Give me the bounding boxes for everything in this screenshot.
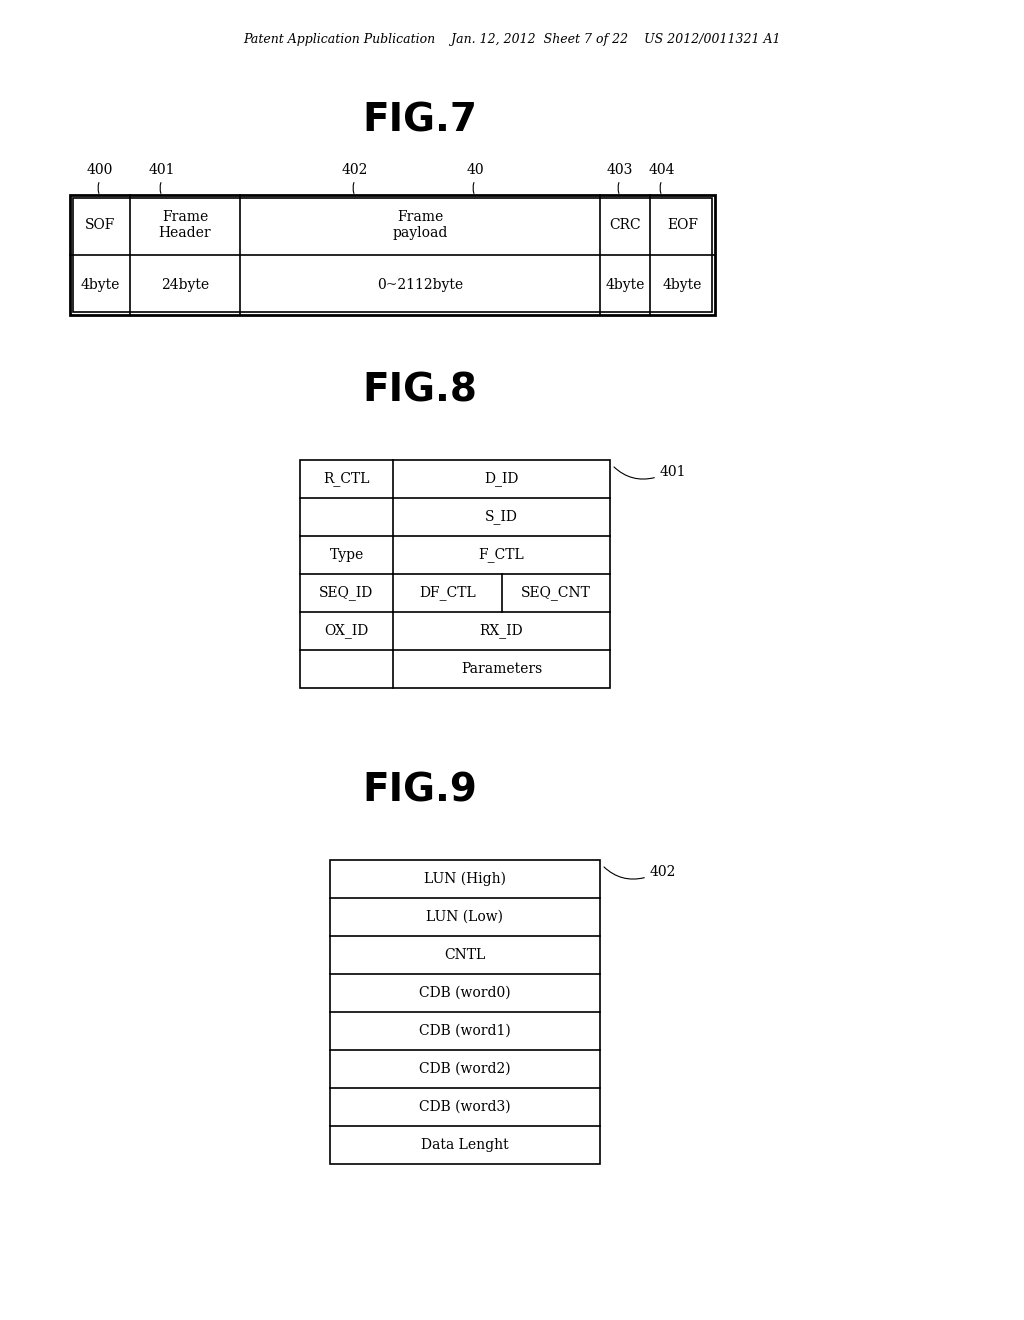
Text: 404: 404: [649, 162, 675, 177]
Text: LUN (High): LUN (High): [424, 871, 506, 886]
Text: 402: 402: [342, 162, 369, 177]
Bar: [330, 861, 600, 1164]
Text: D_ID: D_ID: [484, 471, 519, 487]
Text: R_CTL: R_CTL: [324, 471, 370, 487]
Text: RX_ID: RX_ID: [479, 623, 523, 639]
Text: Frame
Header: Frame Header: [159, 210, 211, 240]
Text: FIG.7: FIG.7: [362, 102, 477, 139]
Bar: [300, 459, 610, 688]
Text: 40: 40: [466, 162, 483, 177]
Text: SEQ_ID: SEQ_ID: [319, 586, 374, 601]
Bar: [70, 195, 715, 315]
Text: CRC: CRC: [609, 218, 641, 232]
Text: F_CTL: F_CTL: [478, 548, 524, 562]
Text: 402: 402: [650, 865, 677, 879]
Text: EOF: EOF: [667, 218, 698, 232]
Text: Parameters: Parameters: [461, 663, 542, 676]
Text: Frame
payload: Frame payload: [392, 210, 447, 240]
Text: CDB (word3): CDB (word3): [419, 1100, 511, 1114]
Text: FIG.8: FIG.8: [362, 371, 477, 409]
Text: OX_ID: OX_ID: [325, 623, 369, 639]
Text: SEQ_CNT: SEQ_CNT: [521, 586, 591, 601]
Text: Type: Type: [330, 548, 364, 562]
Text: 400: 400: [87, 162, 114, 177]
Text: 24byte: 24byte: [161, 279, 209, 292]
Text: Patent Application Publication    Jan. 12, 2012  Sheet 7 of 22    US 2012/001132: Patent Application Publication Jan. 12, …: [244, 33, 780, 46]
Text: 4byte: 4byte: [663, 279, 702, 292]
Text: 403: 403: [607, 162, 633, 177]
Bar: [73, 198, 712, 312]
Text: DF_CTL: DF_CTL: [419, 586, 475, 601]
Text: Data Lenght: Data Lenght: [421, 1138, 509, 1152]
Text: CNTL: CNTL: [444, 948, 485, 962]
Text: 0~2112byte: 0~2112byte: [377, 279, 463, 292]
Text: S_ID: S_ID: [485, 510, 518, 524]
Text: CDB (word1): CDB (word1): [419, 1024, 511, 1038]
Text: LUN (Low): LUN (Low): [427, 909, 504, 924]
Text: FIG.9: FIG.9: [362, 771, 477, 809]
Text: 4byte: 4byte: [80, 279, 120, 292]
Text: 4byte: 4byte: [605, 279, 645, 292]
Text: 401: 401: [660, 465, 686, 479]
Text: CDB (word0): CDB (word0): [419, 986, 511, 1001]
Text: CDB (word2): CDB (word2): [419, 1063, 511, 1076]
Text: 401: 401: [148, 162, 175, 177]
Text: SOF: SOF: [85, 218, 115, 232]
